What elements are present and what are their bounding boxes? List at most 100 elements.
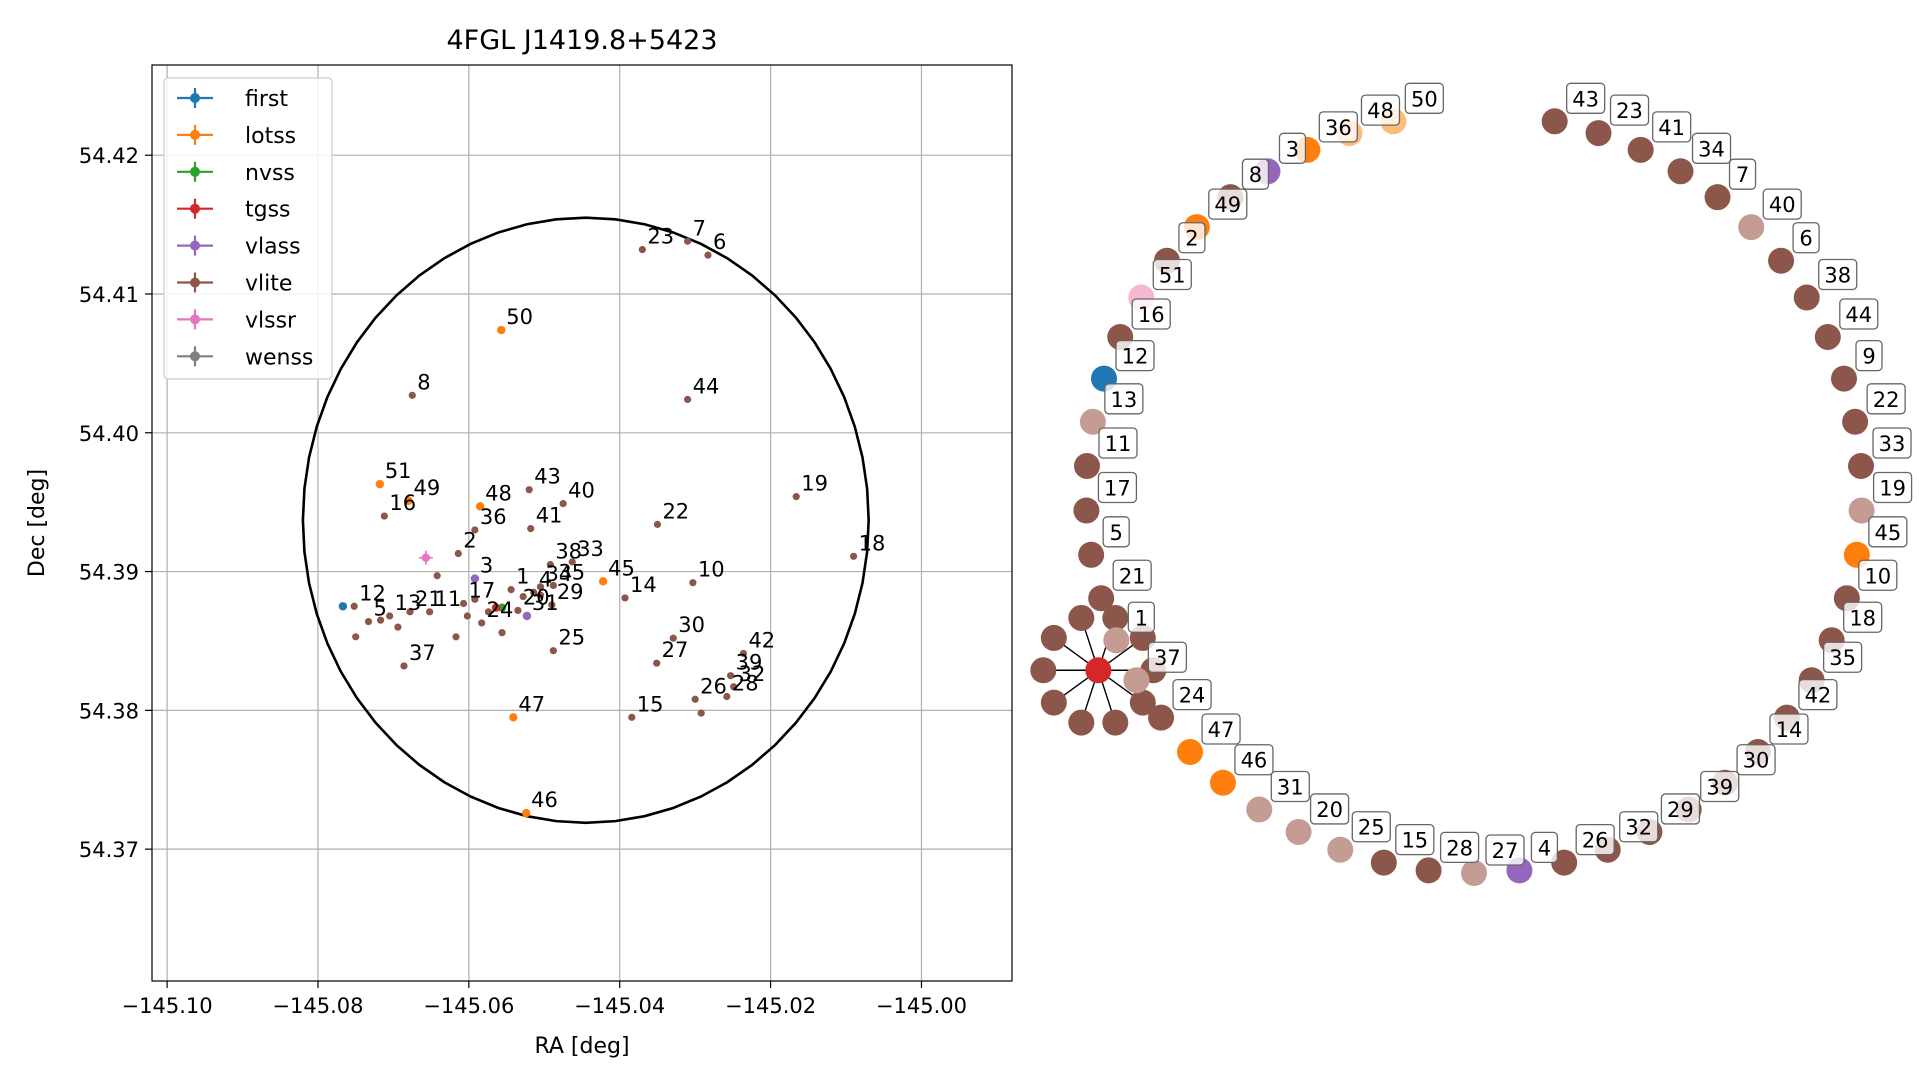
vlite-source-point	[536, 583, 545, 591]
lotss-source-point	[598, 577, 608, 586]
vlite-source-point	[730, 683, 738, 691]
vlite-source-point	[452, 633, 460, 641]
vlite-source-point	[408, 391, 416, 399]
graph-node-label: 31	[1277, 776, 1304, 800]
graph-label-box	[1609, 94, 1650, 126]
source-label: 45	[608, 556, 635, 580]
graph-node-label: 9	[1862, 345, 1875, 369]
vlite-source-point	[684, 395, 692, 404]
graph-node-5	[1078, 541, 1105, 568]
vlite-source-point	[386, 612, 394, 620]
y-tick-label: 54.38	[79, 699, 139, 723]
vlite-source-point	[653, 520, 662, 528]
graph-node-33	[1848, 452, 1875, 479]
source-label: 39	[736, 651, 763, 675]
vlite-source-point	[507, 586, 515, 594]
graph-node-label: 10	[1864, 564, 1891, 588]
lotss-source-point	[521, 808, 531, 818]
legend-label-wenss: wenss	[245, 345, 313, 370]
graph-label-box	[1309, 793, 1350, 825]
graph-node-label: 48	[1367, 99, 1394, 123]
source-label: 4	[539, 567, 552, 591]
legend: first lotss nvss tgss vlass vlite vlssr wenss	[163, 77, 333, 380]
graph-label-box	[1839, 298, 1879, 330]
graph-label-box	[1872, 427, 1912, 459]
grid	[152, 65, 1012, 981]
graph-label-box	[1798, 678, 1838, 711]
graph-node-25	[1327, 836, 1354, 863]
graph-label-box	[1822, 641, 1863, 673]
graph-node-label: 44	[1845, 303, 1872, 327]
graph-node-47	[1177, 738, 1204, 765]
source-label: 40	[568, 479, 595, 503]
source-label: 26	[700, 674, 727, 698]
legend-label-lotss: lotss	[245, 124, 296, 149]
vlite-source-point	[727, 672, 735, 680]
source-label: 14	[630, 573, 657, 597]
vlssr-source-point	[421, 553, 431, 562]
legend-marker-vlite	[190, 277, 200, 288]
legend-marker-lotss	[190, 129, 200, 140]
source-label: 28	[732, 671, 759, 695]
source-label: 41	[536, 504, 563, 528]
source-label: 16	[389, 491, 416, 515]
source-label: 34	[546, 562, 573, 586]
source-label: 20	[523, 585, 550, 609]
graph-node-label: 7	[1736, 163, 1749, 187]
graph-node-labels: 5048363849251161213111752113724474631202…	[1097, 82, 1913, 866]
graph-node-label: 6	[1799, 227, 1812, 251]
graph-node-label: 33	[1879, 432, 1906, 456]
vlite-source-point	[697, 709, 705, 717]
vlite-source-point	[400, 662, 408, 670]
vlite-source-point	[568, 558, 576, 566]
graph-node-label: 42	[1805, 684, 1832, 708]
lotss-source-point	[475, 502, 485, 511]
graph-node-label: 2	[1185, 227, 1198, 251]
graph-label-box	[1660, 793, 1701, 825]
graph-node-label: 46	[1241, 749, 1268, 773]
graph-label-box	[1208, 188, 1248, 220]
legend-marker-vlass	[190, 240, 200, 251]
x-axis-label: RA [deg]	[534, 1034, 629, 1059]
graph-node-label: 26	[1582, 829, 1609, 853]
graph-node-23	[1585, 120, 1612, 147]
graph-node-label: 29	[1667, 798, 1694, 822]
source-label: 33	[577, 537, 604, 561]
graph-label-box	[1318, 111, 1358, 143]
tgss-source-point	[491, 603, 501, 612]
graph-node-label: 28	[1446, 836, 1473, 860]
graph-nodes	[1030, 108, 1875, 886]
source-label: 49	[413, 476, 440, 500]
source-points	[338, 237, 858, 818]
x-tick-label: −145.00	[876, 994, 967, 1018]
graph-label-box	[1866, 383, 1906, 415]
graph-node-label: 50	[1411, 87, 1438, 111]
graph-node-label: 22	[1873, 388, 1900, 412]
graph-node-label: 36	[1325, 116, 1352, 140]
graph-label-box	[1843, 601, 1883, 633]
legend-marker-vlssr	[190, 314, 200, 325]
source-label: 10	[698, 558, 725, 582]
legend-label-first: first	[245, 87, 288, 112]
graph-node-7	[1704, 184, 1731, 211]
graph-node-label: 25	[1358, 816, 1385, 840]
graph-node-cluster-member	[1129, 689, 1156, 716]
graph-node-37	[1123, 667, 1150, 694]
graph-node-label: 12	[1122, 345, 1149, 369]
source-label: 3	[480, 554, 493, 578]
vlite-source-point	[525, 486, 533, 494]
graph-node-label: 23	[1616, 99, 1643, 123]
graph-label-box	[1131, 298, 1171, 330]
source-label: 23	[647, 225, 674, 249]
vlite-source-point	[380, 512, 388, 520]
graph-label-box	[1104, 383, 1144, 415]
graph-label-box	[1115, 339, 1155, 372]
graph-label-box	[1872, 471, 1913, 504]
graph-node-label: 13	[1111, 388, 1138, 412]
graph-node-label: 35	[1829, 646, 1856, 670]
graph-node-1	[1103, 627, 1130, 654]
graph-node-13	[1079, 408, 1106, 435]
graph-node-label: 15	[1401, 829, 1428, 853]
vlite-source-point	[549, 647, 557, 655]
source-label: 48	[485, 481, 512, 505]
